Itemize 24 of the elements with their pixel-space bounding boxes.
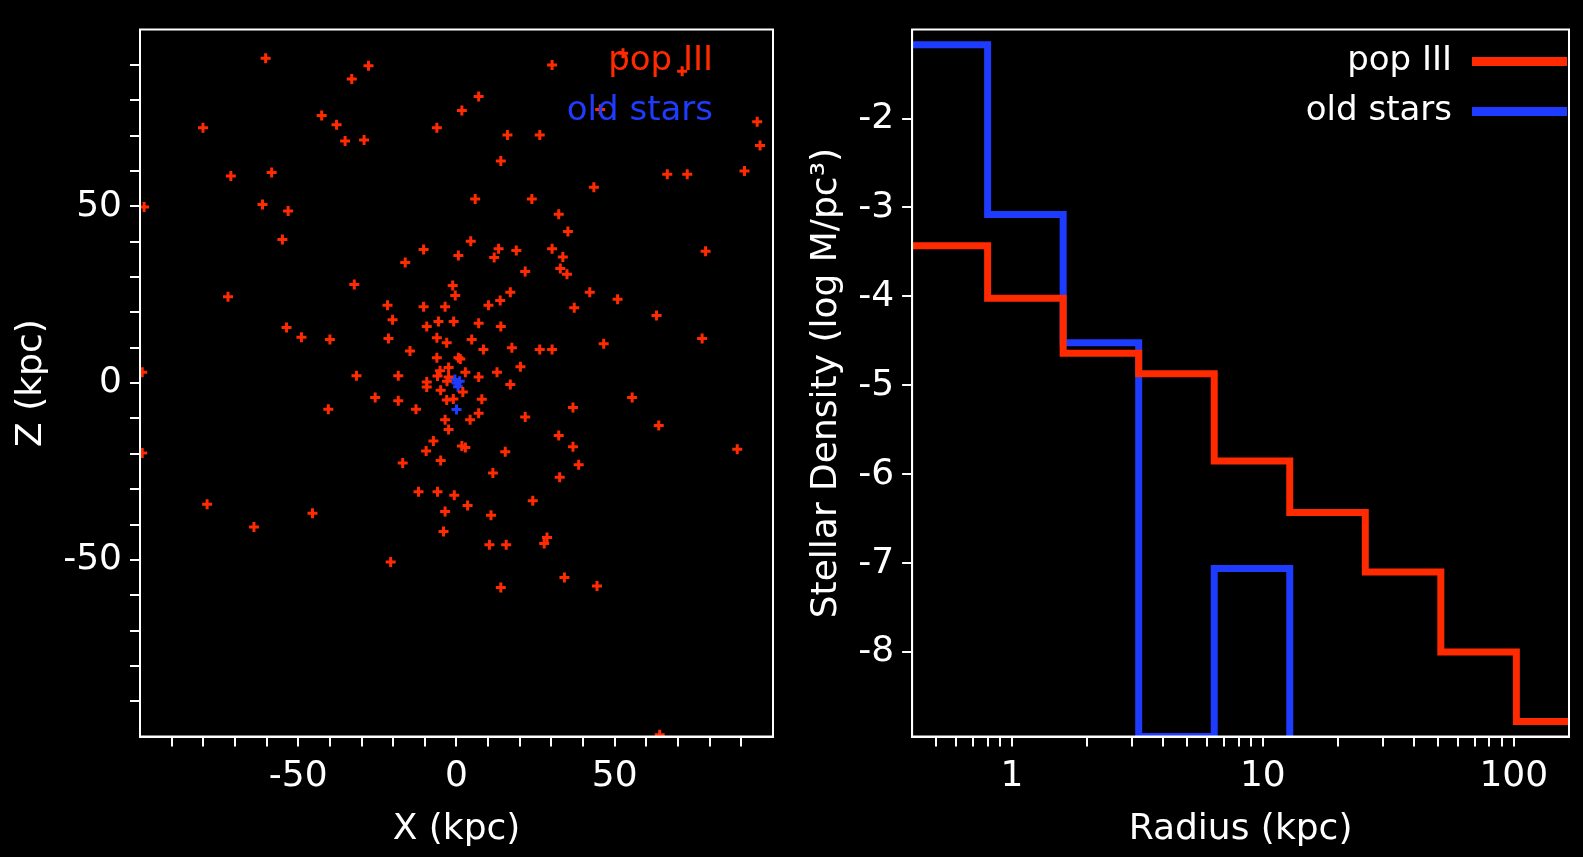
- y-tick-label: -8: [858, 628, 895, 670]
- y-tick-label: 50: [76, 182, 122, 224]
- x-axis-title: X (kpc): [392, 805, 521, 847]
- y-axis-title: Z (kpc): [7, 319, 49, 447]
- y-tick-label: -5: [858, 361, 895, 403]
- y-tick-label: -7: [858, 539, 895, 581]
- y-tick-label: 0: [99, 359, 122, 401]
- x-tick-label: 0: [445, 752, 468, 794]
- x-tick-label: 1: [1000, 752, 1024, 794]
- x-tick-label: 100: [1479, 752, 1549, 794]
- x-tick-label: 10: [1239, 752, 1286, 794]
- y-tick-label: -3: [858, 183, 895, 225]
- legend-label: old stars: [1305, 88, 1452, 129]
- series-label: pop III: [608, 38, 713, 79]
- x-axis-title: Radius (kpc): [1128, 805, 1353, 847]
- x-tick-label: -50: [268, 752, 328, 794]
- y-tick-label: -2: [858, 94, 895, 136]
- x-tick-label: 50: [591, 752, 638, 794]
- text: old stars: [566, 88, 713, 129]
- y-tick-label: -6: [858, 450, 895, 492]
- y-axis-title: Stellar Density (log M/pc³): [802, 147, 844, 619]
- y-tick-label: -50: [63, 536, 122, 578]
- y-tick-label: -4: [858, 272, 895, 314]
- legend-label: pop III: [1347, 38, 1452, 79]
